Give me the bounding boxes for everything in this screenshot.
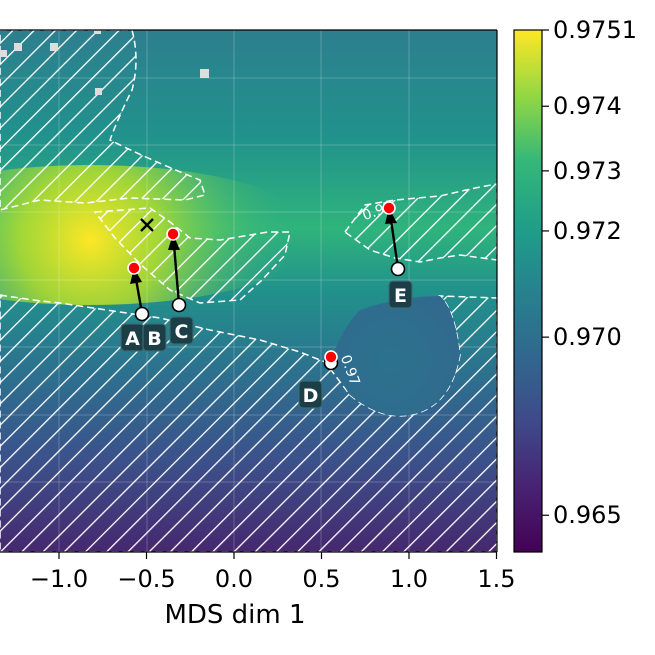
trajectory-labels: A B C D E <box>120 280 413 409</box>
trajectory-a-b <box>127 261 150 322</box>
hatch-region-right <box>343 183 497 263</box>
colorbar-tick-label: 0.970 <box>553 323 622 351</box>
x-axis: −1.5 −1.0 −0.5 0.0 0.5 1.0 1.5 MDS dim 1 <box>0 552 516 630</box>
x-tick-label: −0.5 <box>117 565 175 593</box>
badge-b: B <box>142 323 167 352</box>
trajectory-e <box>382 201 406 277</box>
badge-e: E <box>388 280 413 309</box>
x-axis-title: MDS dim 1 <box>164 600 305 630</box>
optimum-marker <box>140 218 154 232</box>
hatch-region-top-left <box>0 30 206 211</box>
trajectory-c <box>166 227 187 313</box>
badge-e-text: E <box>394 285 407 307</box>
colorbar-tick-label: 0.965 <box>553 501 622 529</box>
hatch-region-middle <box>93 207 291 304</box>
x-tick-label: 1.5 <box>477 565 515 593</box>
colorbar-tick-label: 0.972 <box>553 217 622 245</box>
end-point-e <box>382 201 396 215</box>
badge-c: C <box>169 316 194 345</box>
colorbar-tick-label: 0.973 <box>553 157 622 185</box>
end-point-c <box>166 227 180 241</box>
badge-d-text: D <box>303 385 319 407</box>
x-tick-label: 1.0 <box>390 565 428 593</box>
badge-b-text: B <box>147 328 161 350</box>
badge-a-text: A <box>125 328 140 350</box>
badge-c-text: C <box>175 321 189 343</box>
colorbar-tick-label: 0.9751 <box>553 16 637 44</box>
x-ticks: −1.5 −1.0 −0.5 0.0 0.5 1.0 1.5 <box>0 552 516 593</box>
hatched-regions <box>0 30 497 552</box>
x-tick-label: 0.0 <box>215 565 253 593</box>
heatmap-pocket <box>330 296 460 416</box>
colorbar-ticks: 0.9751 0.974 0.973 0.972 0.970 0.965 <box>542 16 637 529</box>
start-point-a-b <box>134 306 150 322</box>
background-samples <box>0 30 209 95</box>
end-point-d <box>324 350 338 364</box>
x-tick-label: −1.0 <box>30 565 88 593</box>
x-tick-label: 0.5 <box>302 565 340 593</box>
start-point-e <box>390 261 406 277</box>
badge-d: D <box>298 380 323 409</box>
colorbar: 0.9751 0.974 0.973 0.972 0.970 0.965 <box>513 16 637 553</box>
colorbar-tick-label: 0.974 <box>553 92 622 120</box>
x-tick-label: −1.5 <box>0 565 1 593</box>
plot-area: 0.97 0.97 <box>0 30 497 552</box>
colorbar-gradient <box>513 29 543 553</box>
trajectories <box>127 201 406 371</box>
end-point-a-b <box>127 261 141 275</box>
badge-a: A <box>120 323 145 352</box>
trajectory-d <box>323 350 339 371</box>
start-point-c <box>171 297 187 313</box>
